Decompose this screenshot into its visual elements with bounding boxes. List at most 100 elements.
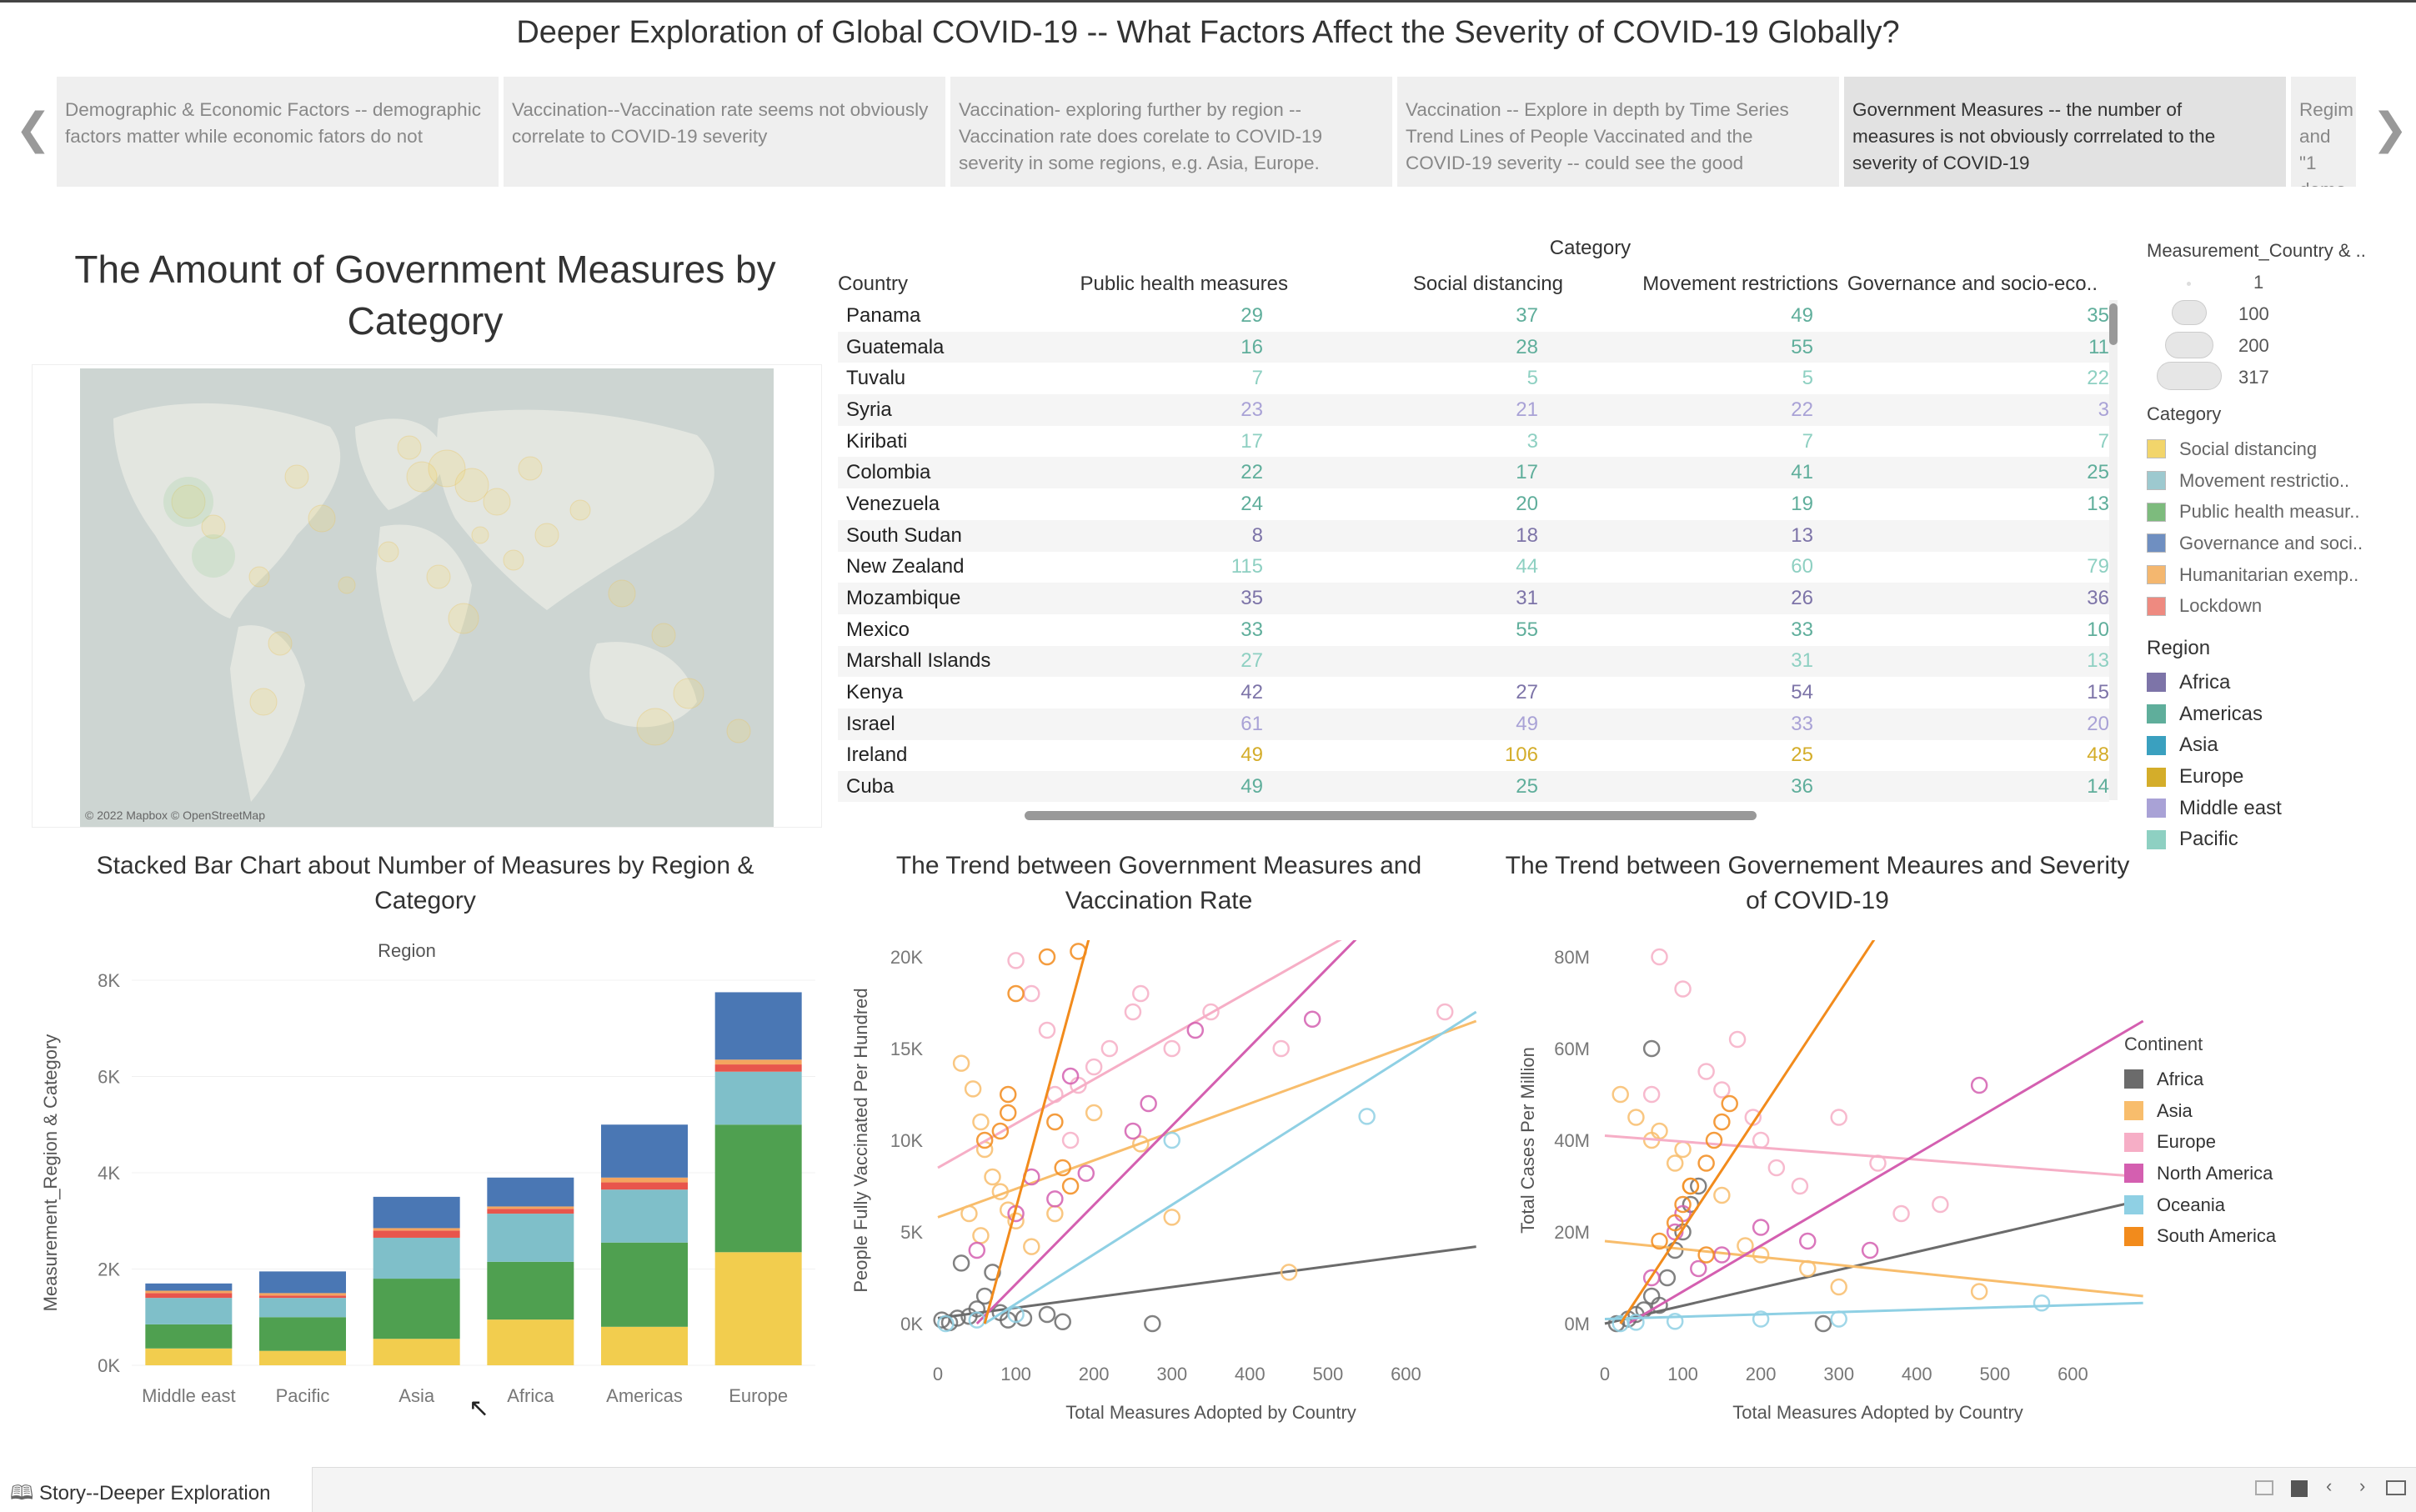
scatter-point[interactable] <box>1163 1039 1180 1058</box>
scatter-point[interactable] <box>1085 1058 1103 1076</box>
value-cell[interactable]: 27 <box>1516 681 1538 704</box>
table-row[interactable]: Mozambique 35 31 26 36 <box>838 583 2109 614</box>
story-point-5-active[interactable]: Government Measures -- the number of mea… <box>1844 77 2286 187</box>
scatter-point[interactable] <box>1666 1154 1684 1172</box>
scatter-point[interactable] <box>1436 1003 1454 1021</box>
bar-segment[interactable] <box>373 1230 460 1238</box>
trend-line[interactable] <box>1604 1301 2143 1320</box>
value-cell[interactable]: 22 <box>2087 367 2109 390</box>
scatter-point[interactable] <box>1666 1313 1684 1330</box>
scatter-point[interactable] <box>1970 1283 1988 1300</box>
value-cell[interactable]: 42 <box>1241 681 1263 704</box>
value-cell[interactable]: 49 <box>1241 743 1263 767</box>
scatter-point[interactable] <box>1728 1030 1747 1049</box>
table-row[interactable]: South Sudan 8 18 13 <box>838 519 2109 552</box>
scatter-point[interactable] <box>1358 1108 1376 1125</box>
scatter-point[interactable] <box>991 1122 1010 1140</box>
value-cell[interactable]: 3 <box>1838 394 2109 426</box>
bar-segment[interactable] <box>487 1206 574 1209</box>
continent-legend-item[interactable]: Asia <box>2124 1095 2374 1127</box>
scatter-point[interactable] <box>1861 1241 1879 1259</box>
value-cell[interactable]: 24 <box>1241 492 1263 515</box>
scatter-point[interactable] <box>952 1054 970 1072</box>
bar-segment[interactable] <box>601 1242 688 1327</box>
chevron-left-icon[interactable]: ❮ <box>15 105 52 153</box>
scatter-point[interactable] <box>1124 1003 1142 1021</box>
scatter-point[interactable] <box>1046 1113 1064 1131</box>
scatter-point[interactable] <box>984 1264 1001 1281</box>
region-legend-item[interactable]: Africa <box>2147 667 2413 698</box>
bar-segment[interactable] <box>259 1317 346 1351</box>
scatter-point[interactable] <box>1100 1039 1119 1058</box>
scatter-point[interactable] <box>952 1254 970 1272</box>
bar-segment[interactable] <box>259 1350 346 1365</box>
scatter-point[interactable] <box>1046 1204 1064 1223</box>
scatter-point[interactable] <box>1186 1021 1205 1039</box>
value-cell[interactable]: 41 <box>1563 457 1838 489</box>
scatter-point[interactable] <box>972 1227 990 1244</box>
scatter-point[interactable] <box>999 1085 1017 1104</box>
bar-segment[interactable] <box>145 1324 233 1349</box>
single-view-icon[interactable] <box>2291 1480 2308 1497</box>
bar-segment[interactable] <box>487 1319 574 1365</box>
trend-line[interactable] <box>1604 1199 2143 1325</box>
bar-segment[interactable] <box>259 1298 346 1318</box>
scatter-point[interactable] <box>1752 1131 1770 1149</box>
trend-line[interactable] <box>975 925 1375 1325</box>
vertical-scrollbar-track[interactable] <box>2109 300 2118 800</box>
value-cell[interactable]: 79 <box>2087 555 2109 578</box>
scatter-point[interactable] <box>1658 1269 1677 1287</box>
table-row[interactable]: New Zealand 115 44 60 79 <box>838 552 2109 583</box>
scatter-point[interactable] <box>1830 1310 1847 1328</box>
scatter-point[interactable] <box>1132 1135 1150 1153</box>
value-cell[interactable]: 49 <box>1046 771 1288 802</box>
table-row[interactable]: Marshall Islands 27 31 13 <box>838 645 2109 678</box>
bar-segment[interactable] <box>601 1177 688 1183</box>
bar-segment[interactable] <box>714 1064 802 1072</box>
size-legend[interactable]: 1 100 200 317 <box>2147 262 2413 390</box>
bar-segment[interactable] <box>145 1348 233 1365</box>
value-cell[interactable]: 27 <box>1046 645 1288 678</box>
bar-segment[interactable] <box>601 1189 688 1243</box>
scatter-point[interactable] <box>1061 1177 1080 1195</box>
scatter-point[interactable] <box>1713 1113 1731 1131</box>
map-canvas[interactable]: © 2022 Mapbox © OpenStreetMap <box>80 368 774 827</box>
scatter-point[interactable] <box>1651 948 1668 966</box>
col-movement-restrictions[interactable]: Movement restrictions <box>1642 273 1838 295</box>
col-public-health[interactable]: Public health measures <box>1080 273 1288 295</box>
trend-line[interactable] <box>1604 1239 2143 1298</box>
bar-segment[interactable] <box>145 1298 233 1324</box>
value-cell[interactable]: 48 <box>2087 743 2109 767</box>
story-tab[interactable]: 🕮 Story--Deeper Exploration o... <box>0 1467 313 1512</box>
category-legend-item[interactable]: Lockdown <box>2147 590 2413 622</box>
value-cell[interactable]: 13 <box>1563 519 1838 552</box>
scatter-point[interactable] <box>1642 1085 1661 1104</box>
value-cell[interactable]: 49 <box>1791 303 1813 327</box>
region-legend-item[interactable]: Pacific <box>2147 824 2413 856</box>
continent-legend-item[interactable]: Europe <box>2124 1126 2374 1158</box>
scatter-point[interactable] <box>999 1104 1017 1122</box>
table-row[interactable]: Ireland 49 106 25 48 <box>838 740 2109 772</box>
bar-segment[interactable] <box>373 1339 460 1365</box>
scatter-point[interactable] <box>1752 1310 1770 1328</box>
value-cell[interactable]: 60 <box>1791 555 1813 578</box>
scatter-point[interactable] <box>2033 1294 2051 1312</box>
scatter-point[interactable] <box>1830 1109 1847 1126</box>
prev-sheet-icon[interactable]: ‹ <box>2326 1475 2333 1496</box>
value-cell[interactable]: 20 <box>1838 708 2109 740</box>
bar-segment[interactable] <box>259 1293 346 1296</box>
trend-line[interactable] <box>937 1019 1477 1219</box>
value-cell[interactable]: 31 <box>1288 583 1563 614</box>
scatter-point[interactable] <box>1830 1278 1847 1296</box>
category-legend-item[interactable]: Public health measur.. <box>2147 496 2413 528</box>
scatter-point[interactable] <box>1721 1094 1738 1113</box>
region-legend-item[interactable]: Americas <box>2147 698 2413 730</box>
scatter-point[interactable] <box>1932 1195 1949 1214</box>
table-row[interactable]: Colombia 22 17 41 25 <box>838 457 2109 489</box>
category-legend-item[interactable]: Social distancing <box>2147 433 2413 465</box>
value-cell[interactable]: 16 <box>1046 331 1288 363</box>
value-cell[interactable]: 13 <box>1838 645 2109 678</box>
bar-segment[interactable] <box>487 1177 574 1207</box>
horizontal-scrollbar-track[interactable] <box>838 809 2109 822</box>
trend-line[interactable] <box>1619 934 1878 1324</box>
